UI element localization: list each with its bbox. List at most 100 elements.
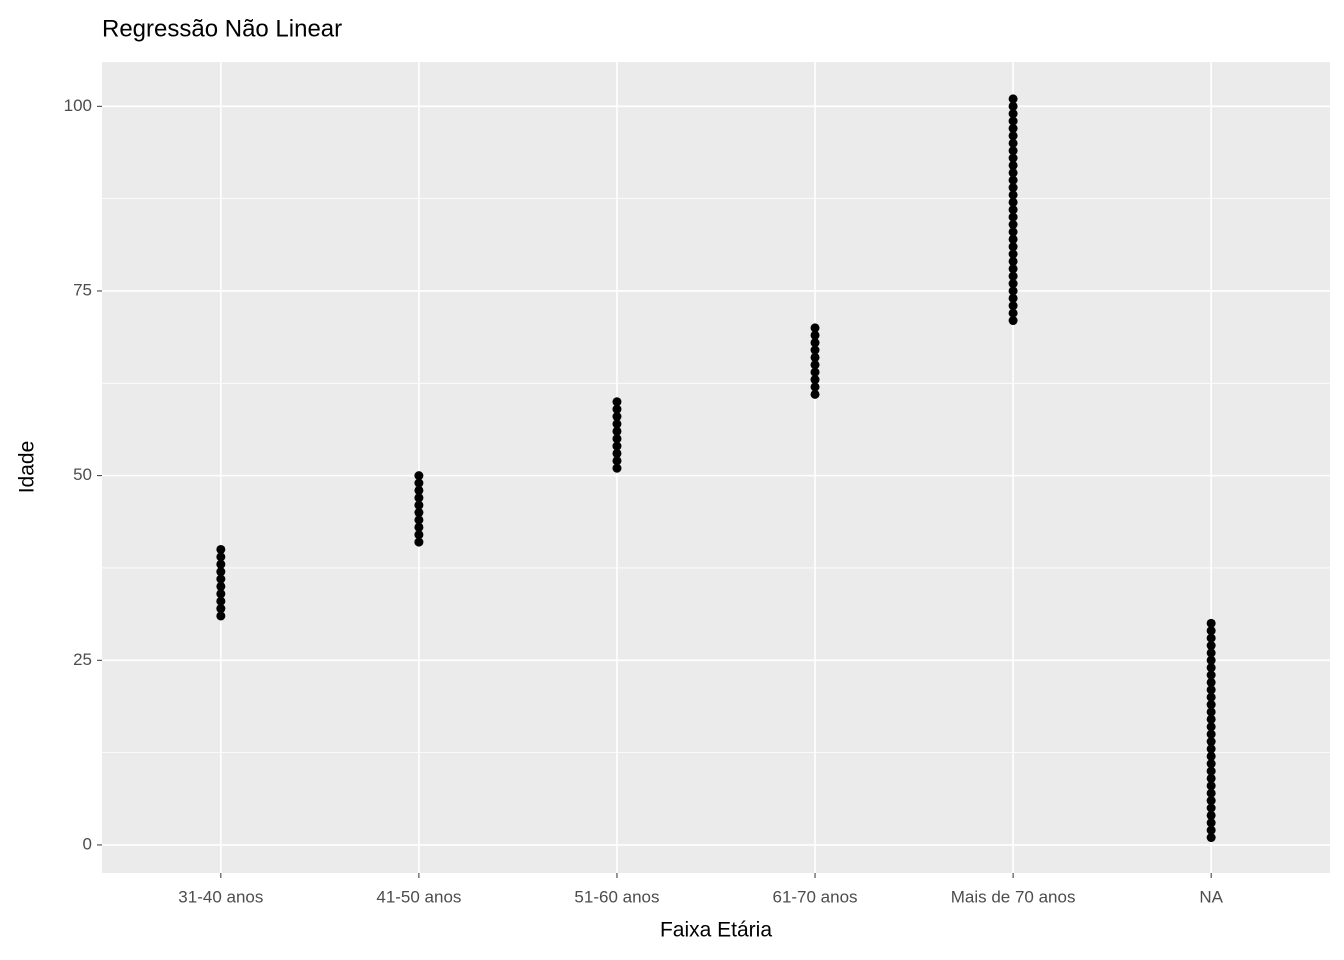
- point: [1008, 242, 1018, 252]
- point: [414, 471, 424, 481]
- point: [1008, 131, 1018, 141]
- point: [1206, 714, 1216, 724]
- y-tick-label: 50: [73, 465, 92, 484]
- point: [612, 426, 622, 436]
- point: [1008, 316, 1018, 326]
- point: [216, 574, 226, 584]
- point: [1008, 138, 1018, 148]
- point: [810, 375, 820, 385]
- point: [414, 500, 424, 510]
- point: [612, 397, 622, 407]
- plot-panel: [102, 62, 1330, 873]
- point: [810, 367, 820, 377]
- point: [414, 508, 424, 518]
- point: [810, 345, 820, 355]
- point: [414, 522, 424, 532]
- point: [810, 389, 820, 399]
- point: [1008, 153, 1018, 163]
- x-tick-label: Mais de 70 anos: [951, 887, 1076, 906]
- point: [1206, 773, 1216, 783]
- point: [1206, 803, 1216, 813]
- point: [216, 552, 226, 562]
- point: [612, 412, 622, 422]
- point: [1206, 796, 1216, 806]
- point: [1206, 818, 1216, 828]
- point: [1206, 751, 1216, 761]
- point: [1008, 264, 1018, 274]
- point: [1206, 759, 1216, 769]
- x-tick-label: NA: [1199, 887, 1223, 906]
- point: [1206, 737, 1216, 747]
- x-tick-label: 41-50 anos: [376, 887, 461, 906]
- point: [1008, 101, 1018, 111]
- point: [1206, 810, 1216, 820]
- point: [1206, 700, 1216, 710]
- point: [414, 515, 424, 525]
- point: [1008, 175, 1018, 185]
- y-tick-label: 75: [73, 280, 92, 299]
- point: [216, 567, 226, 577]
- point: [810, 330, 820, 340]
- point: [216, 604, 226, 614]
- point: [1206, 744, 1216, 754]
- point: [810, 360, 820, 370]
- point: [1008, 168, 1018, 178]
- point: [612, 434, 622, 444]
- point: [414, 530, 424, 540]
- x-tick-label: 31-40 anos: [178, 887, 263, 906]
- point: [1206, 729, 1216, 739]
- point: [612, 441, 622, 451]
- point: [414, 478, 424, 488]
- point: [1008, 116, 1018, 126]
- point: [1008, 205, 1018, 215]
- point: [1206, 685, 1216, 695]
- point: [1008, 256, 1018, 266]
- point: [1206, 722, 1216, 732]
- y-tick-label: 100: [64, 96, 92, 115]
- point: [810, 352, 820, 362]
- point: [1008, 308, 1018, 318]
- point: [612, 463, 622, 473]
- point: [1008, 279, 1018, 289]
- point: [810, 338, 820, 348]
- point: [414, 493, 424, 503]
- point: [1008, 249, 1018, 259]
- point: [1008, 234, 1018, 244]
- x-tick-label: 61-70 anos: [772, 887, 857, 906]
- point: [1206, 833, 1216, 843]
- point: [612, 404, 622, 414]
- point: [1206, 670, 1216, 680]
- point: [1008, 94, 1018, 104]
- point: [612, 419, 622, 429]
- point: [1206, 825, 1216, 835]
- point: [1008, 212, 1018, 222]
- point: [1008, 286, 1018, 296]
- point: [1008, 293, 1018, 303]
- point: [1008, 301, 1018, 311]
- x-tick-label: 51-60 anos: [574, 887, 659, 906]
- point: [414, 485, 424, 495]
- x-axis-title: Faixa Etária: [660, 919, 772, 942]
- point: [216, 544, 226, 554]
- point: [1008, 146, 1018, 156]
- y-tick-label: 25: [73, 650, 92, 669]
- point: [810, 323, 820, 333]
- point: [1008, 219, 1018, 229]
- point: [1206, 655, 1216, 665]
- point: [1206, 641, 1216, 651]
- point: [414, 537, 424, 547]
- y-axis-title: Idade: [16, 441, 39, 494]
- point: [1206, 633, 1216, 643]
- point: [1206, 781, 1216, 791]
- point: [1008, 123, 1018, 133]
- point: [1008, 109, 1018, 119]
- point: [216, 596, 226, 606]
- point: [216, 589, 226, 599]
- point: [1206, 788, 1216, 798]
- y-tick-label: 0: [83, 834, 92, 853]
- point: [1008, 160, 1018, 170]
- point: [1206, 663, 1216, 673]
- point: [216, 581, 226, 591]
- point: [1206, 766, 1216, 776]
